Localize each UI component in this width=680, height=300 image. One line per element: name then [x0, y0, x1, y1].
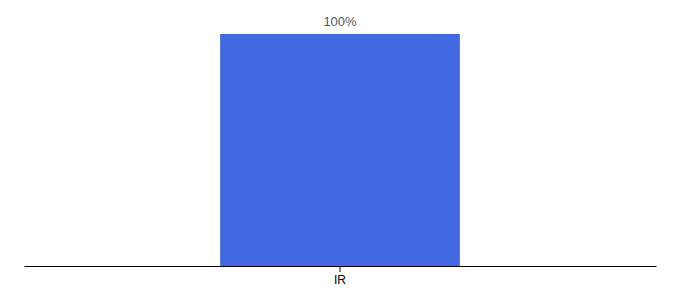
plot: IR 100%	[25, 14, 657, 287]
data-labels: 100%	[323, 14, 357, 29]
x-axis: IR	[25, 266, 657, 287]
bar	[220, 34, 460, 266]
data-label: 100%	[323, 14, 357, 29]
chart-container: IR 100%	[0, 0, 680, 300]
x-tick: IR	[334, 266, 346, 287]
bars	[220, 34, 460, 266]
x-tick-label: IR	[334, 273, 346, 287]
chart-svg: IR 100%	[0, 0, 680, 300]
x-tick-mark	[340, 266, 341, 272]
